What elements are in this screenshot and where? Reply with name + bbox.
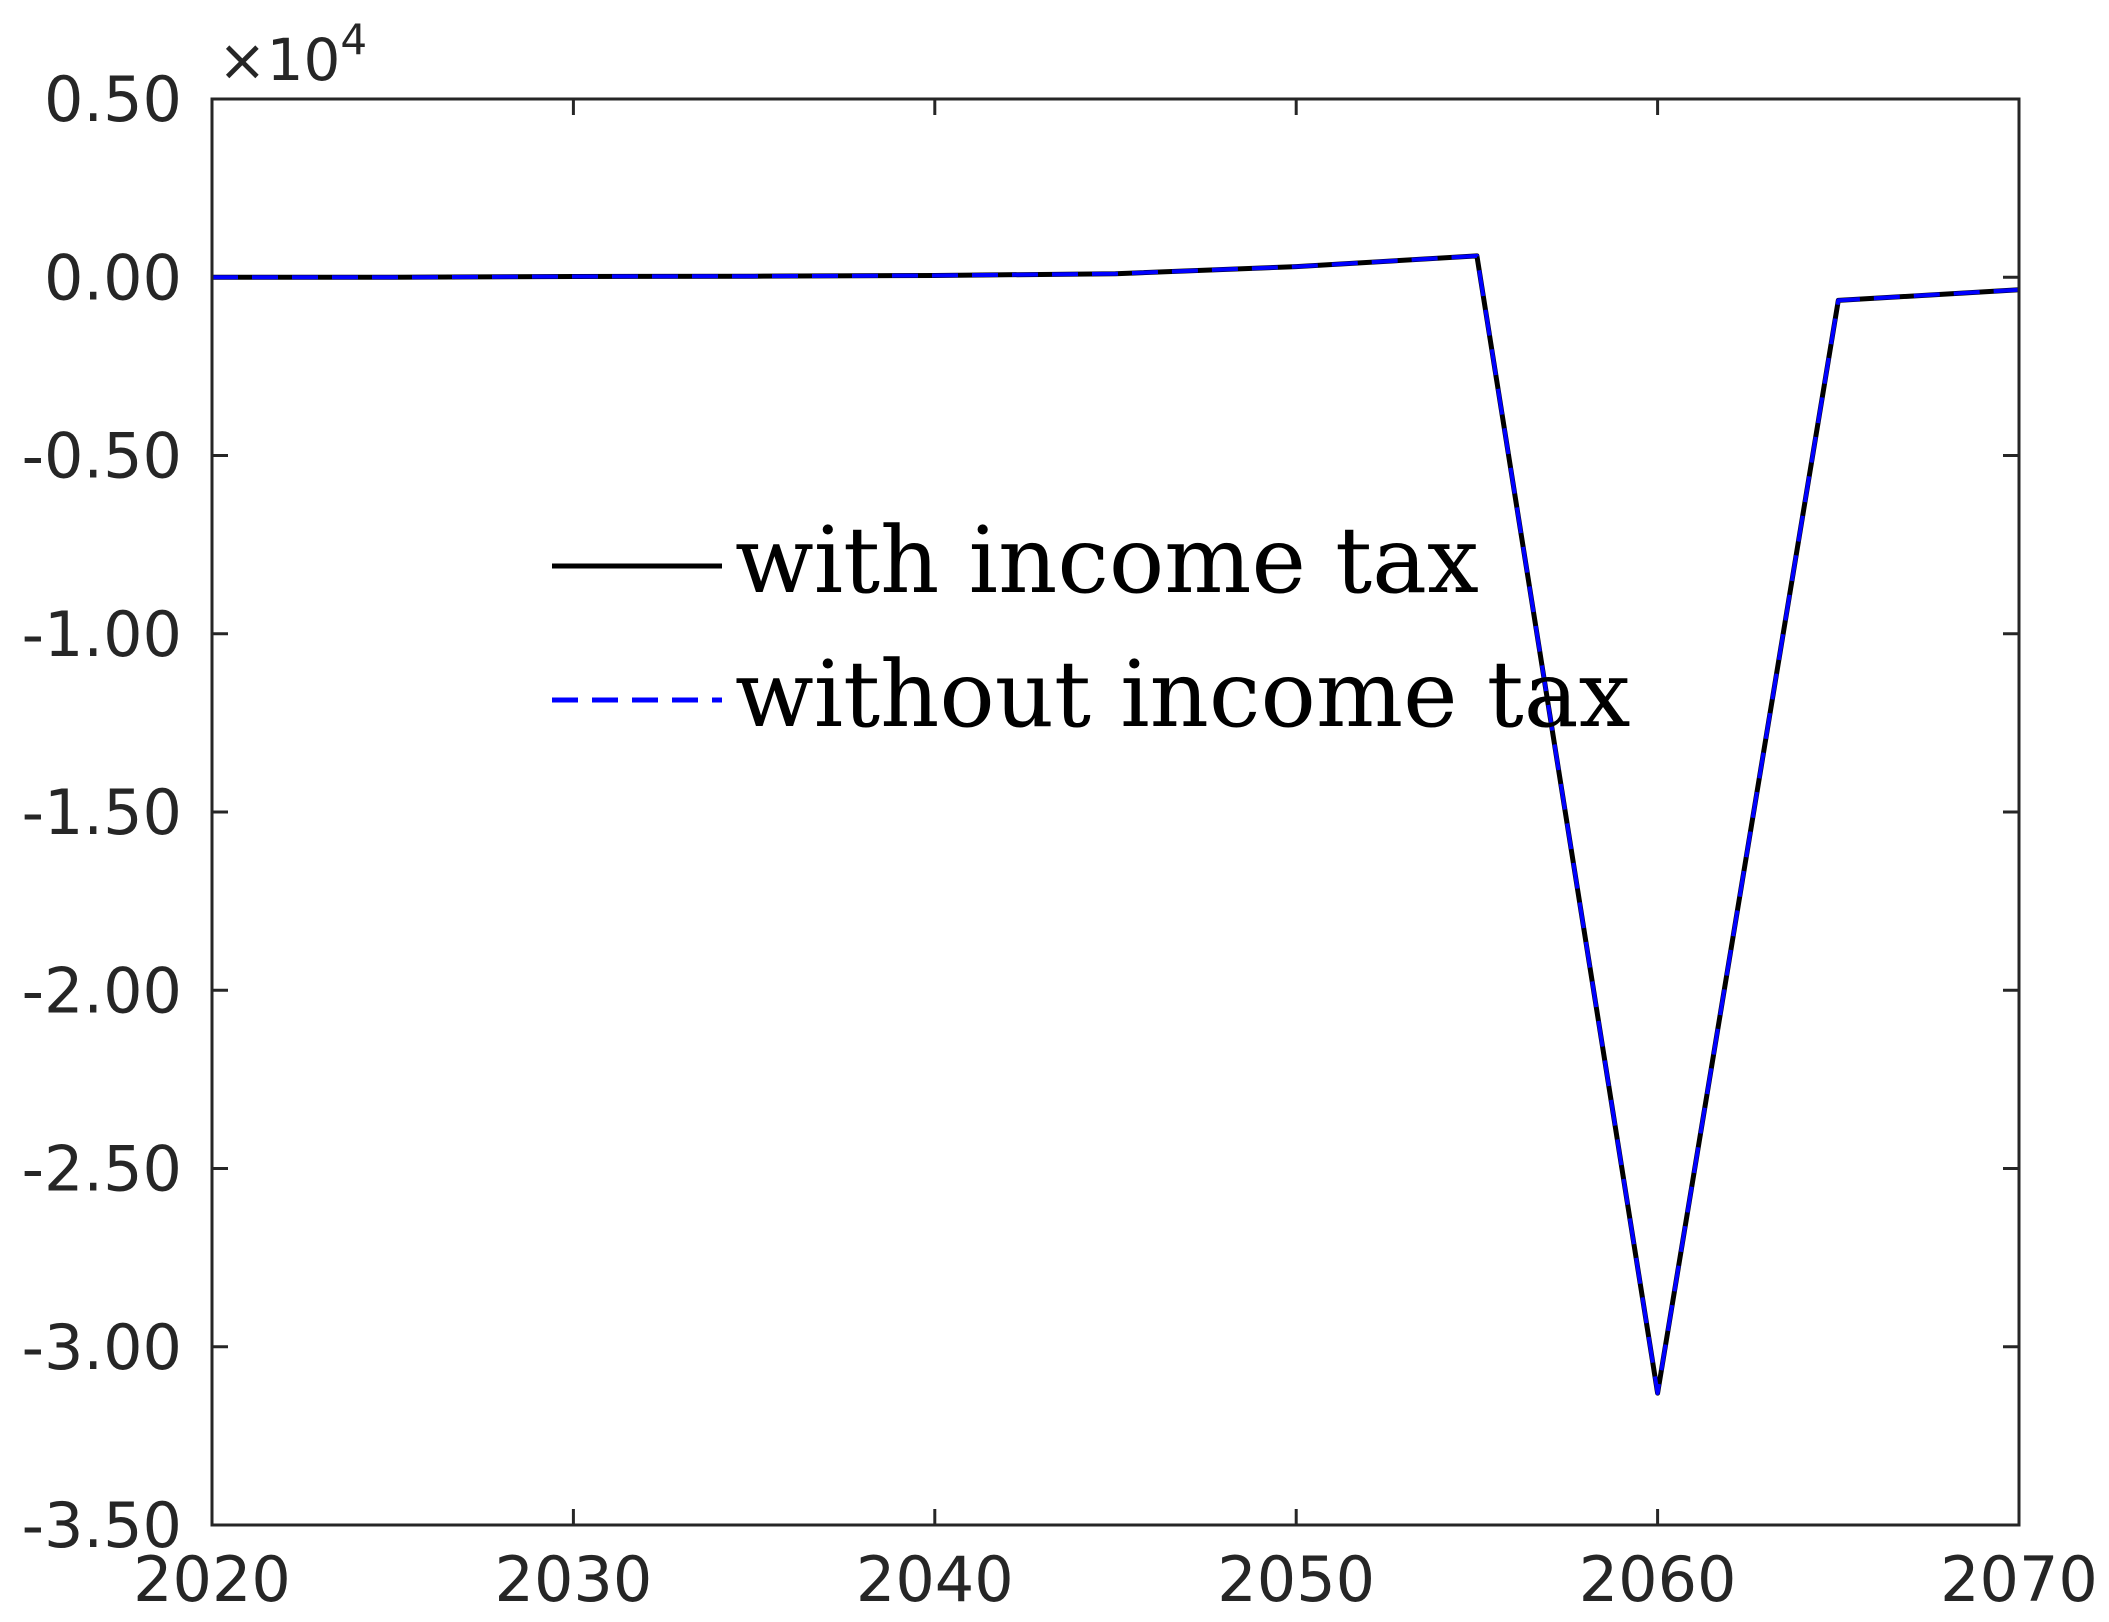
y-tick-label: -2.00: [22, 954, 182, 1027]
plot-frame: [210, 97, 2021, 1527]
series-line-1: [212, 253, 2020, 1396]
y-tick-label: -1.50: [22, 776, 182, 849]
x-tick-label: 2030: [495, 1543, 653, 1616]
y-tick-label: 0.00: [44, 241, 182, 314]
x-tick-label: 2060: [1579, 1543, 1737, 1616]
x-tick-label: 2020: [133, 1543, 291, 1616]
y-axis-ticks: 0.50 0.00 -0.50 -1.00 -1.50 -2.00 -2.50 -3.00 -3…: [22, 63, 2019, 1562]
y-tick-label: -1.00: [22, 598, 182, 671]
legend-label: with income tax: [735, 507, 1479, 614]
legend-label: without income tax: [735, 641, 1630, 748]
x-tick-label: 2050: [1217, 1543, 1375, 1616]
x-tick-label: 2070: [1940, 1543, 2098, 1616]
y-tick-label: 0.50: [44, 63, 182, 136]
y-tick-label: -0.50: [22, 420, 182, 493]
x-axis-ticks: 2020 2030 2040 2050 2060 2070: [133, 99, 2098, 1616]
y-axis-exponent-power: 4: [340, 15, 367, 64]
y-tick-label: -3.50: [22, 1489, 182, 1562]
y-axis-exponent: ×104: [218, 15, 367, 94]
legend: with income tax without income tax: [552, 507, 1630, 748]
y-tick-label: -3.00: [22, 1311, 182, 1384]
y-tick-label: -2.50: [22, 1133, 182, 1206]
y-axis-exponent-base: ×10: [218, 26, 340, 94]
series-layer: [212, 253, 2020, 1396]
x-tick-label: 2040: [856, 1543, 1014, 1616]
series-line-2: [212, 253, 2020, 1396]
